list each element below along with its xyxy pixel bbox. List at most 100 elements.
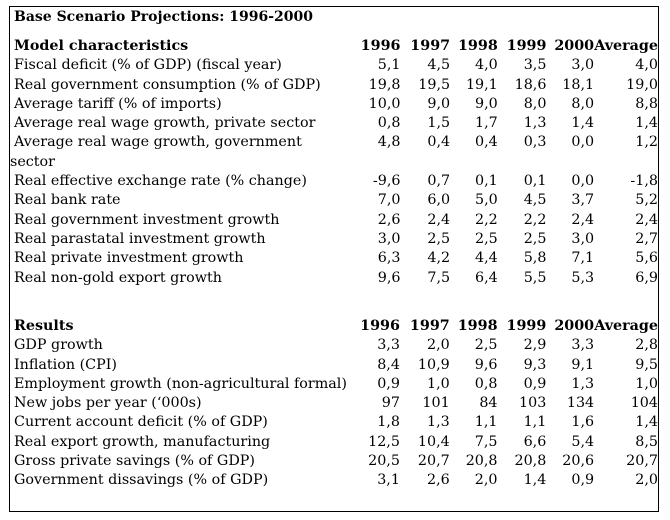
table-row: Average real wage growth, government sec… (10, 133, 658, 172)
value-cell: 7,5 (427, 269, 451, 286)
value-cell: -9,6 (372, 173, 401, 190)
value-cell: 0,7 (427, 173, 451, 190)
value-cell: 5,4 (571, 433, 595, 450)
value-cell: 1,3 (571, 375, 595, 392)
value-cell: 101 (422, 395, 450, 412)
value-cell: 12,5 (368, 433, 400, 450)
value-cell: 1,1 (523, 414, 547, 431)
table-title: Base Scenario Projections: 1996-2000 (14, 9, 313, 25)
value-cell: 9,1 (571, 356, 595, 373)
model-characteristics-table: Model characteristics 1996 1997 1998 1999 200… (10, 37, 658, 288)
table-row: Inflation (CPI) 8,4 10,9 9,6 9,3 9,1 9,5 (10, 356, 658, 375)
value-cell: 3,0 (571, 230, 595, 247)
value-cell: 20,5 (368, 453, 400, 470)
value-cell: 9,0 (427, 95, 451, 112)
column-header: 2000 (554, 318, 595, 334)
table-row: Employment growth (non-agricultural form… (10, 375, 658, 394)
value-cell: 8,0 (523, 95, 547, 112)
value-cell: 10,9 (417, 356, 450, 373)
value-cell: 1,6 (571, 414, 595, 431)
value-cell: 6,9 (635, 269, 658, 286)
value-cell: 2,4 (427, 211, 451, 228)
value-cell: 9,6 (474, 356, 498, 373)
row-label: Real government consumption (% of GDP) (14, 76, 321, 93)
row-label: Government dissavings (% of GDP) (14, 472, 269, 489)
row-label: Average real wage growth, private sector (14, 115, 316, 132)
value-cell: 7,5 (474, 433, 498, 450)
value-cell: 1,4 (635, 115, 658, 132)
value-cell: 6,4 (475, 269, 498, 286)
table-row: Real export growth, manufacturing 12,5 10,… (10, 433, 658, 452)
table-row: Gross private savings (% of GDP) 20,5 20,7… (10, 452, 658, 471)
value-cell: 0,9 (571, 472, 595, 489)
value-cell: 1,0 (635, 375, 658, 392)
value-cell: 5,1 (377, 57, 401, 74)
value-cell: 6,6 (523, 433, 547, 450)
value-cell: 3,1 (377, 472, 400, 489)
value-cell: 20,7 (626, 453, 658, 470)
value-cell: 3,0 (571, 57, 595, 74)
value-cell: 103 (519, 395, 547, 412)
table-row: Real private investment growth 6,3 4,2 4,4 5… (10, 249, 658, 268)
value-cell: 2,0 (474, 472, 498, 489)
value-cell: 2,4 (635, 211, 658, 228)
value-cell: 1,3 (523, 115, 547, 132)
value-cell: 8,4 (377, 356, 400, 373)
value-cell: 1,2 (635, 134, 658, 151)
value-cell: 2,5 (427, 230, 451, 247)
table-row: Fiscal deficit (% of GDP) (fiscal year) 5… (10, 56, 658, 75)
row-label: GDP growth (14, 337, 103, 354)
value-cell: 20,6 (562, 453, 595, 470)
value-cell: 3,3 (377, 337, 400, 354)
value-cell: 5,6 (635, 250, 658, 267)
value-cell: 9,6 (377, 269, 401, 286)
value-cell: 19,1 (465, 76, 498, 93)
value-cell: 3,3 (571, 337, 595, 354)
value-cell: 5,5 (523, 269, 547, 286)
table-row: Real government consumption (% of GDP) 19… (10, 76, 658, 95)
value-cell: 2,6 (377, 211, 401, 228)
column-header: Average (594, 38, 658, 54)
row-label: Real effective exchange rate (% change) (14, 173, 307, 190)
value-cell: 1,0 (426, 375, 450, 392)
value-cell: 8,5 (635, 433, 658, 450)
column-header: 1996 (360, 318, 400, 334)
value-cell: 4,4 (475, 250, 498, 267)
value-cell: 2,8 (635, 337, 658, 354)
value-cell: 0,0 (571, 173, 595, 190)
value-cell: 2,4 (571, 211, 595, 228)
value-cell: 5,0 (475, 192, 498, 209)
value-cell: 19,0 (626, 76, 658, 93)
value-cell: 20,8 (465, 453, 498, 470)
value-cell: 0,4 (427, 134, 451, 151)
table-row: Real government investment growth 2,6 2,4 2… (10, 211, 658, 230)
value-cell: 1,5 (427, 115, 451, 132)
value-cell: 8,8 (635, 95, 658, 112)
value-cell: 5,8 (523, 250, 547, 267)
value-cell: 1,4 (523, 472, 547, 489)
value-cell: 0,1 (475, 173, 498, 190)
value-cell: 2,5 (474, 337, 498, 354)
value-cell: 5,2 (635, 192, 658, 209)
column-header: 1998 (457, 318, 498, 334)
value-cell: 1,7 (475, 115, 498, 132)
table-row: Real effective exchange rate (% change) -… (10, 172, 658, 191)
value-cell: 4,2 (427, 250, 451, 267)
value-cell: 8,0 (571, 95, 595, 112)
value-cell: 2,5 (523, 230, 547, 247)
row-label: Average tariff (% of imports) (14, 95, 222, 112)
value-cell: 0,3 (523, 134, 547, 151)
value-cell: 2,2 (523, 211, 547, 228)
column-header: 1999 (506, 38, 547, 54)
value-cell: 7,1 (571, 250, 595, 267)
value-cell: 1,4 (571, 115, 595, 132)
results-table: Results 1996 1997 1998 1999 2000 Average GDP gr… (10, 317, 658, 491)
value-cell: 18,1 (562, 76, 595, 93)
value-cell: 2,5 (475, 230, 498, 247)
value-cell: 3,0 (377, 230, 401, 247)
column-header: 1997 (409, 318, 450, 334)
row-label: Gross private savings (% of GDP) (14, 453, 255, 470)
table-row: GDP growth 3,3 2,0 2,5 2,9 3,3 2,8 (10, 336, 658, 355)
value-cell: 0,4 (475, 134, 498, 151)
value-cell: 3,5 (523, 57, 547, 74)
